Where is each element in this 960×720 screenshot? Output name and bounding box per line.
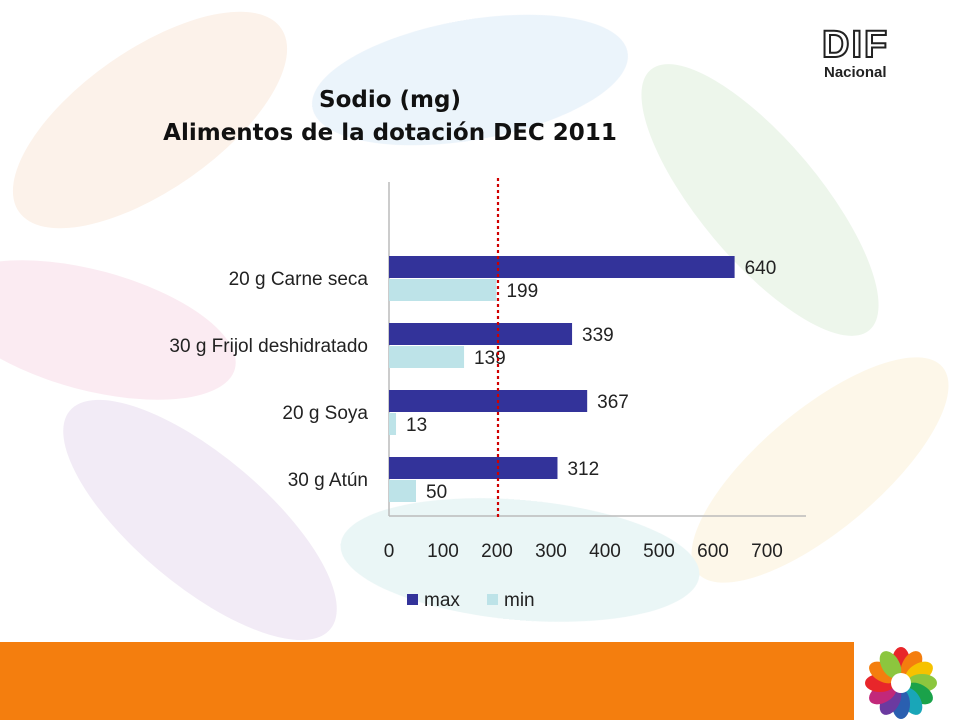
data-label-min: 50 <box>426 482 447 503</box>
category-label: 20 g Soya <box>282 403 368 424</box>
logo-letters: DIF <box>821 24 890 66</box>
bar-min <box>389 346 465 368</box>
footer-bar <box>0 642 854 720</box>
x-tick-label: 600 <box>697 541 729 562</box>
chart-title-line2: Alimentos de la dotación DEC 2011 <box>163 120 617 146</box>
chart-title: Sodio (mg) Alimentos de la dotación DEC … <box>0 84 780 150</box>
flower-logo-icon <box>865 647 937 719</box>
category-label: 30 g Frijol deshidratado <box>169 336 368 357</box>
category-label: 20 g Carne seca <box>229 269 369 290</box>
bar-min <box>389 413 397 435</box>
logo-subtitle: Nacional <box>824 64 887 81</box>
x-tick-label: 200 <box>481 541 513 562</box>
data-label-max: 367 <box>597 392 629 413</box>
bar-min <box>389 480 416 502</box>
data-label-min: 13 <box>406 415 427 436</box>
background-petals <box>0 11 949 640</box>
x-tick-label: 0 <box>384 541 395 562</box>
data-label-min: 199 <box>506 281 538 302</box>
flower-petal <box>879 651 902 679</box>
category-label: 30 g Atún <box>288 470 368 491</box>
x-tick-label: 700 <box>751 541 783 562</box>
chart-title-line1: Sodio (mg) <box>319 87 461 113</box>
dif-nacional-logo: DIF Nacional <box>821 24 902 90</box>
bar-min <box>389 279 497 301</box>
x-tick-label: 300 <box>535 541 567 562</box>
legend-label-max: max <box>424 590 460 611</box>
data-label-max: 640 <box>745 258 777 279</box>
x-tick-label: 500 <box>643 541 675 562</box>
bar-max <box>389 390 588 412</box>
legend-swatch-max <box>407 594 418 605</box>
x-tick-label: 400 <box>589 541 621 562</box>
data-label-max: 339 <box>582 325 614 346</box>
legend-swatch-min <box>487 594 498 605</box>
data-label-max: 312 <box>567 459 599 480</box>
sodium-bar-chart: 640 199 20 g Carne seca 339 139 30 g Frijol d… <box>169 178 806 611</box>
data-label-min: 139 <box>474 348 506 369</box>
x-tick-label: 100 <box>427 541 459 562</box>
legend-label-min: min <box>504 590 535 611</box>
bar-max <box>389 457 558 479</box>
bar-max <box>389 256 735 278</box>
bar-max <box>389 323 573 345</box>
